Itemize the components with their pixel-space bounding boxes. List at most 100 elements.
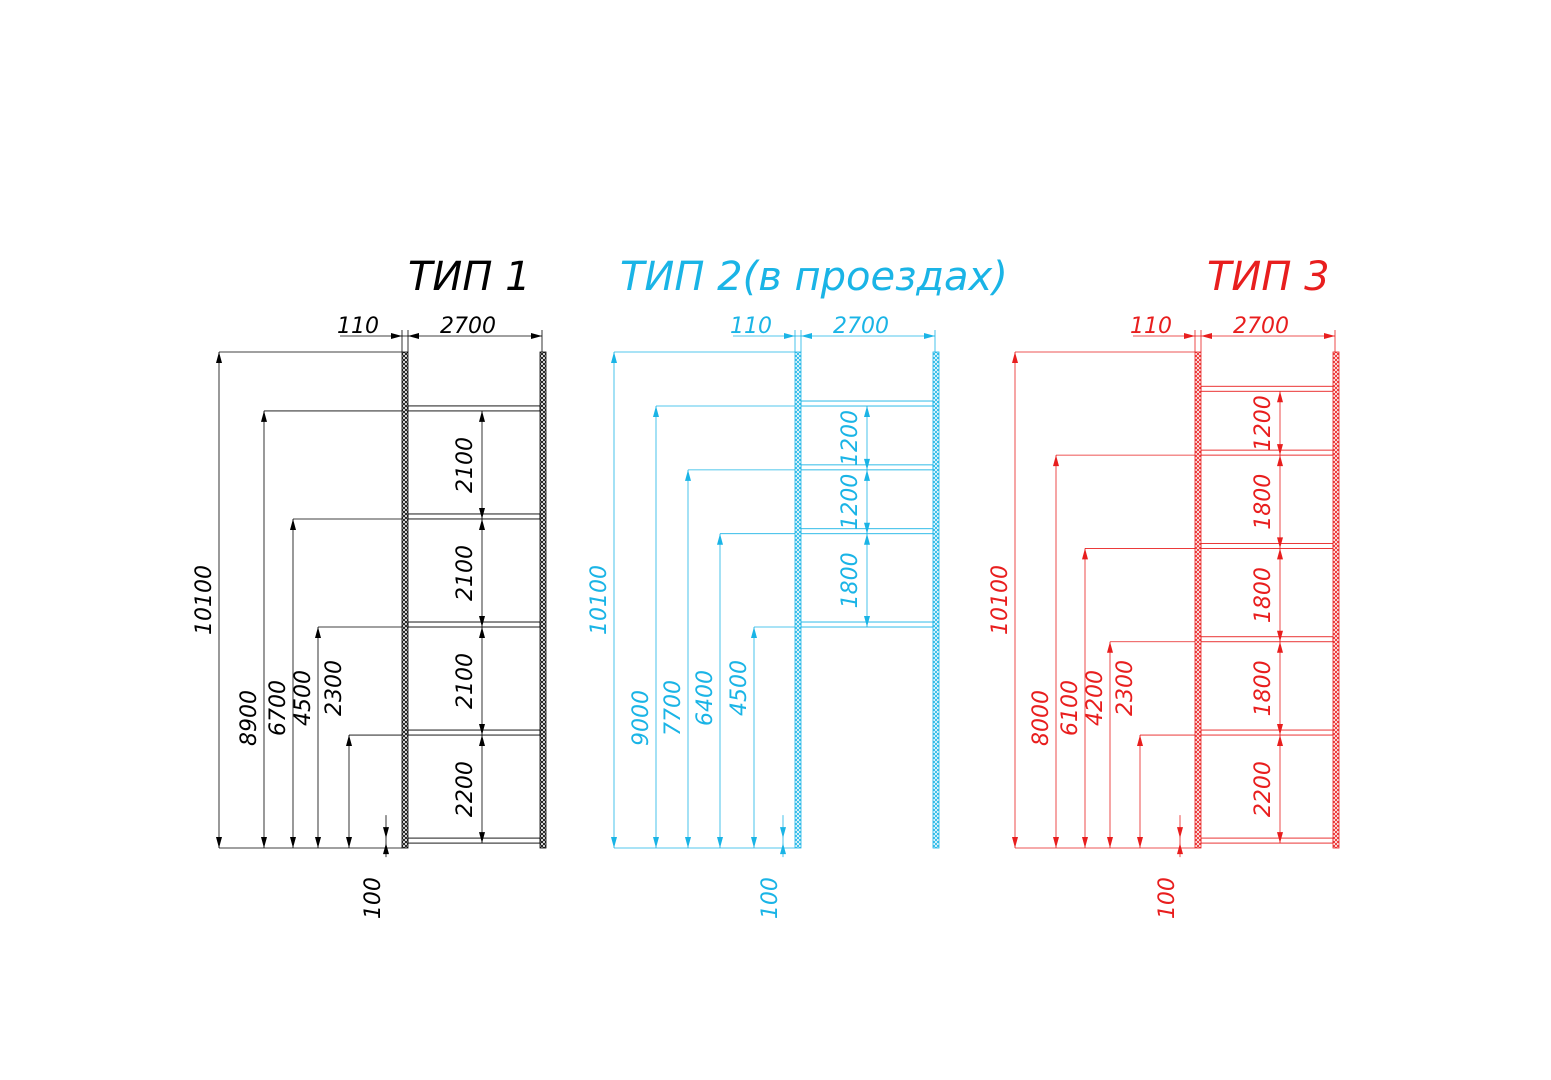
arrowhead xyxy=(1277,391,1283,403)
arrowhead xyxy=(1277,444,1283,456)
arrowhead xyxy=(751,627,757,639)
panel-type2: ТИП 2(в проездах) 110 2700 10100 9000 7700 640… xyxy=(587,254,1008,919)
arrowhead xyxy=(780,827,786,839)
arrowhead xyxy=(924,333,935,339)
bay-dimension: 1200 xyxy=(838,406,870,470)
panel-type1: ТИП 1 110 2700 10100 8900 6700 4500 2300 100 2100… xyxy=(192,254,547,919)
arrowhead xyxy=(751,837,757,848)
dim-text-2700: 2700 xyxy=(833,314,889,339)
beam xyxy=(1200,837,1334,844)
arrowhead xyxy=(408,333,419,339)
arrowhead xyxy=(1053,455,1059,467)
left-dimension: 9000 xyxy=(629,405,795,848)
arrowhead xyxy=(653,406,659,418)
arrowhead xyxy=(479,518,485,530)
arrowhead xyxy=(1082,837,1088,848)
beam xyxy=(407,405,541,412)
arrowhead xyxy=(864,522,870,534)
arrowhead xyxy=(1012,837,1018,848)
dim-text: 4200 xyxy=(1083,670,1108,726)
upright-left xyxy=(401,351,409,849)
dim-text: 2300 xyxy=(1113,660,1138,716)
arrowhead xyxy=(383,827,389,839)
dim-text-2700: 2700 xyxy=(1233,314,1289,339)
panel-type3: ТИП 3 110 2700 10100 8000 6100 4200 2300 100 1200… xyxy=(988,254,1340,919)
panel-title: ТИП 2(в проездах) xyxy=(620,254,1008,300)
beam xyxy=(1200,636,1334,643)
arrowhead xyxy=(479,410,485,422)
arrowhead xyxy=(864,469,870,481)
dim-text: 2100 xyxy=(453,437,478,493)
arrowhead xyxy=(1277,537,1283,549)
arrowhead xyxy=(864,533,870,545)
upright-right xyxy=(1332,351,1340,849)
arrowhead xyxy=(290,518,296,530)
arrowhead xyxy=(1177,827,1183,839)
left-dimension: 2300 xyxy=(322,660,402,848)
bay-dimension: 1800 xyxy=(1251,641,1283,736)
upright-left xyxy=(1194,351,1202,849)
dim-text: 2200 xyxy=(1251,761,1276,817)
dim-text-110: 110 xyxy=(730,314,772,339)
arrowhead xyxy=(1277,455,1283,467)
dim-text: 100 xyxy=(758,877,783,919)
dim-text: 6700 xyxy=(266,680,291,736)
arrowhead xyxy=(479,832,485,844)
left-dimension: 6100 xyxy=(1058,548,1195,848)
arrowhead xyxy=(1137,837,1143,848)
arrowhead xyxy=(1107,641,1113,653)
panel-title: ТИП 3 xyxy=(1207,254,1330,300)
arrowhead xyxy=(479,735,485,747)
arrowhead xyxy=(1201,333,1212,339)
arrowhead xyxy=(346,837,352,848)
beam xyxy=(407,729,541,736)
dim-text: 2300 xyxy=(322,660,347,716)
left-dimension: 10100 xyxy=(988,351,1195,848)
left-dimension: 10100 xyxy=(587,351,795,848)
bay-dimension: 2200 xyxy=(453,735,485,844)
dim-text: 1800 xyxy=(1251,474,1276,530)
dim-text: 100 xyxy=(361,877,386,919)
arrowhead xyxy=(1277,641,1283,653)
dim-text: 10100 xyxy=(587,565,612,635)
arrowhead xyxy=(479,616,485,628)
arrowhead xyxy=(1184,333,1195,339)
dim-text: 2200 xyxy=(453,761,478,817)
dim-text: 8000 xyxy=(1029,690,1054,746)
beam xyxy=(407,621,541,628)
dim-text: 2100 xyxy=(453,653,478,709)
dim-text: 1800 xyxy=(1251,660,1276,716)
arrowhead xyxy=(864,458,870,470)
dim-text: 1200 xyxy=(838,474,863,530)
arrowhead xyxy=(1107,837,1113,848)
arrowhead xyxy=(1324,333,1335,339)
dim-text: 8900 xyxy=(237,690,262,746)
dim-text-110: 110 xyxy=(337,314,379,339)
dim-text: 1200 xyxy=(838,410,863,466)
arrowhead xyxy=(717,533,723,545)
beam xyxy=(407,837,541,844)
arrowhead xyxy=(1277,735,1283,747)
arrowhead xyxy=(479,724,485,736)
beam xyxy=(1200,449,1334,456)
arrowhead xyxy=(1012,352,1018,363)
arrowhead xyxy=(261,410,267,422)
arrowhead xyxy=(383,843,389,855)
arrowhead xyxy=(216,837,222,848)
arrowhead xyxy=(1053,837,1059,848)
dim-text: 1200 xyxy=(1251,395,1276,451)
arrowhead xyxy=(611,352,617,363)
bay-dimension: 1800 xyxy=(1251,548,1283,642)
arrowhead xyxy=(780,843,786,855)
arrowhead xyxy=(391,333,402,339)
arrowhead xyxy=(479,507,485,519)
left-dimension: 4200 xyxy=(1083,641,1195,848)
arrowhead xyxy=(685,837,691,848)
arrowhead xyxy=(315,837,321,848)
dim-text-2700: 2700 xyxy=(440,314,496,339)
bay-dimension: 1200 xyxy=(1251,391,1283,456)
left-dimension: 10100 xyxy=(192,351,402,848)
left-dimension: 7700 xyxy=(661,469,795,848)
left-dimension: 4500 xyxy=(291,626,402,848)
